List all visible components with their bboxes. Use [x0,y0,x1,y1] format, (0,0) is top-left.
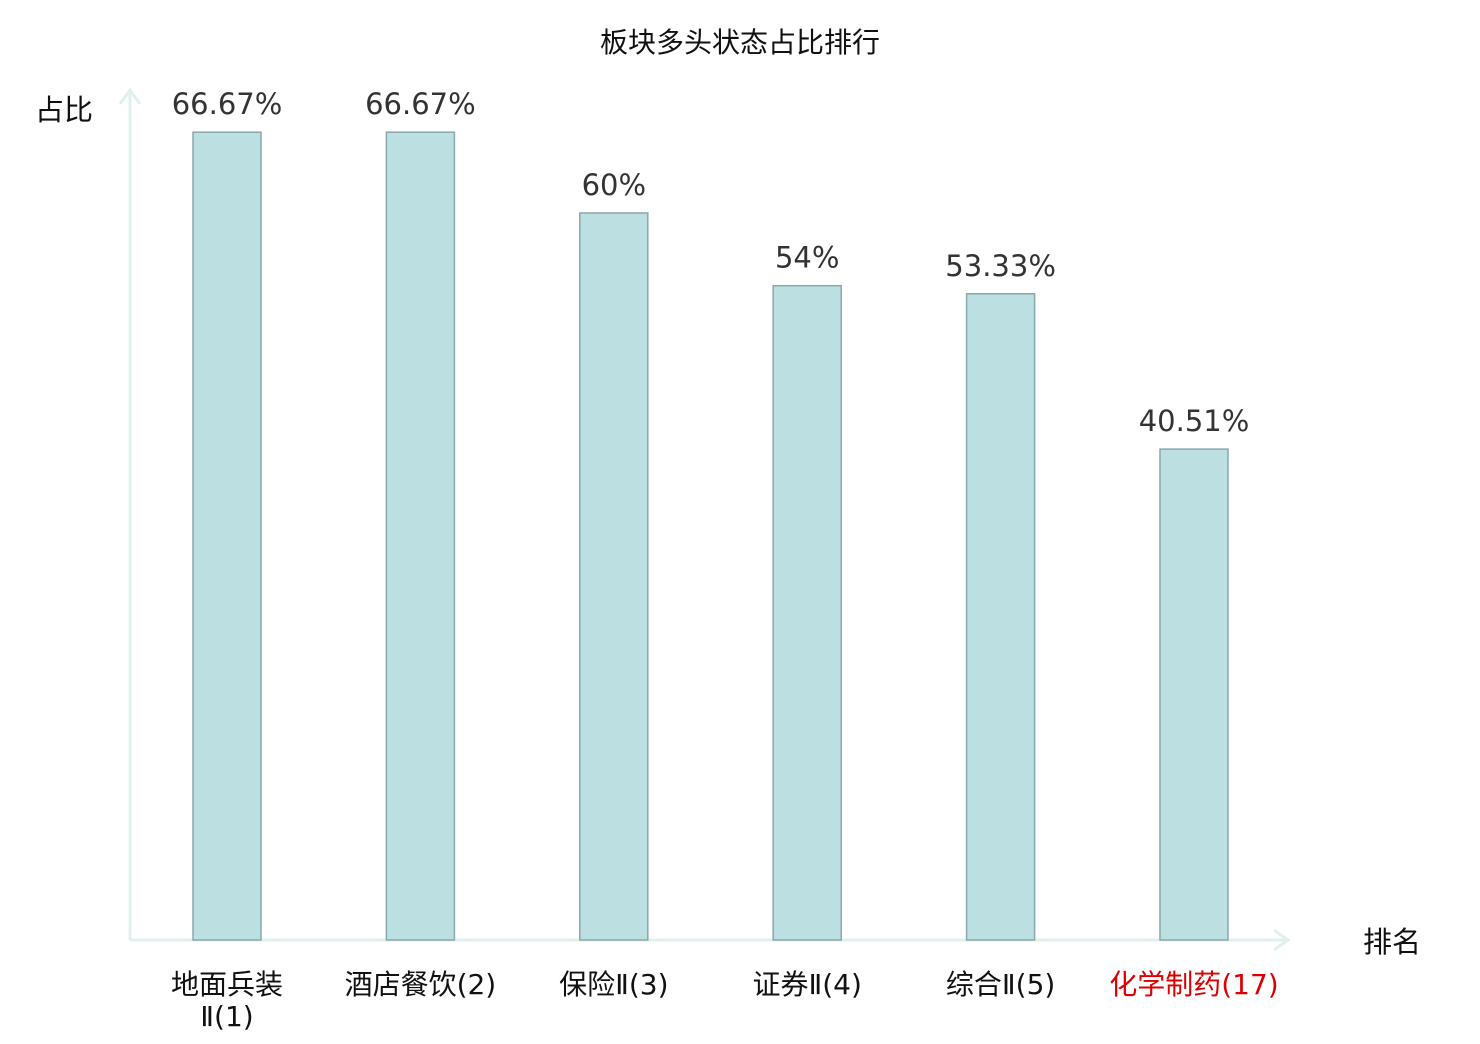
data-label: 60% [582,168,646,202]
data-label: 53.33% [945,249,1056,283]
data-label: 40.51% [1139,404,1250,438]
chart-title: 板块多头状态占比排行 [600,26,880,59]
axes [118,87,1291,952]
data-label: 66.67% [365,87,476,121]
x-tick-label: 地面兵装 [171,968,283,1001]
y-axis-arrow-icon [118,87,142,105]
bar [772,284,842,941]
x-tick-label: 化学制药(17) [1109,968,1278,1001]
bars [192,131,1229,941]
bar [965,293,1036,941]
bar [1159,448,1229,941]
bar [385,131,456,941]
x-tick-label: 证券Ⅱ(4) [752,968,861,1001]
data-label: 66.67% [172,87,283,121]
x-tick-label: 综合Ⅱ(5) [946,968,1055,1001]
x-tick-label: 保险Ⅱ(3) [559,968,668,1001]
data-label: 54% [775,241,839,275]
x-tick-label: Ⅱ(1) [200,1000,253,1033]
x-axis-title: 排名 [1363,925,1421,959]
x-axis-arrow-icon [1273,928,1291,952]
bar [192,131,262,941]
bar [579,212,649,941]
x-tick-label: 酒店餐饮(2) [345,968,497,1001]
y-axis-title: 占比 [35,93,93,127]
